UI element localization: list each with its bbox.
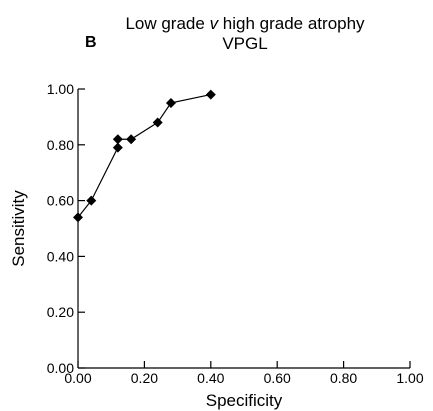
x-tick-label: 1.00: [396, 370, 423, 386]
data-point: [126, 134, 137, 145]
x-axis-label: Specificity: [206, 391, 283, 410]
data-point: [205, 89, 216, 100]
data-point: [152, 117, 163, 128]
data-point: [86, 195, 97, 206]
y-tick-label: 0.60: [47, 193, 74, 209]
y-tick-label: 0.80: [47, 137, 74, 153]
series-line: [77, 93, 211, 218]
data-point: [112, 134, 123, 145]
chart-title: Low grade v high grade atrophy: [125, 14, 365, 33]
x-tick-label: 0.60: [264, 370, 291, 386]
x-tick-label: 0.80: [330, 370, 357, 386]
panel-label: B: [85, 34, 97, 51]
y-tick-label: 0.40: [47, 248, 74, 264]
y-tick-label: 0.00: [47, 360, 74, 376]
x-tick-label: 0.00: [64, 370, 91, 386]
data-point: [165, 97, 176, 108]
x-tick-label: 0.20: [131, 370, 158, 386]
data-point: [73, 212, 83, 223]
data-point: [112, 142, 123, 153]
y-axis-label: Sensitivity: [9, 190, 28, 267]
chart-subtitle: VPGL: [222, 34, 268, 53]
y-tick-label: 1.00: [47, 81, 74, 97]
y-tick-label: 0.20: [47, 304, 74, 320]
x-tick-label: 0.40: [197, 370, 224, 386]
